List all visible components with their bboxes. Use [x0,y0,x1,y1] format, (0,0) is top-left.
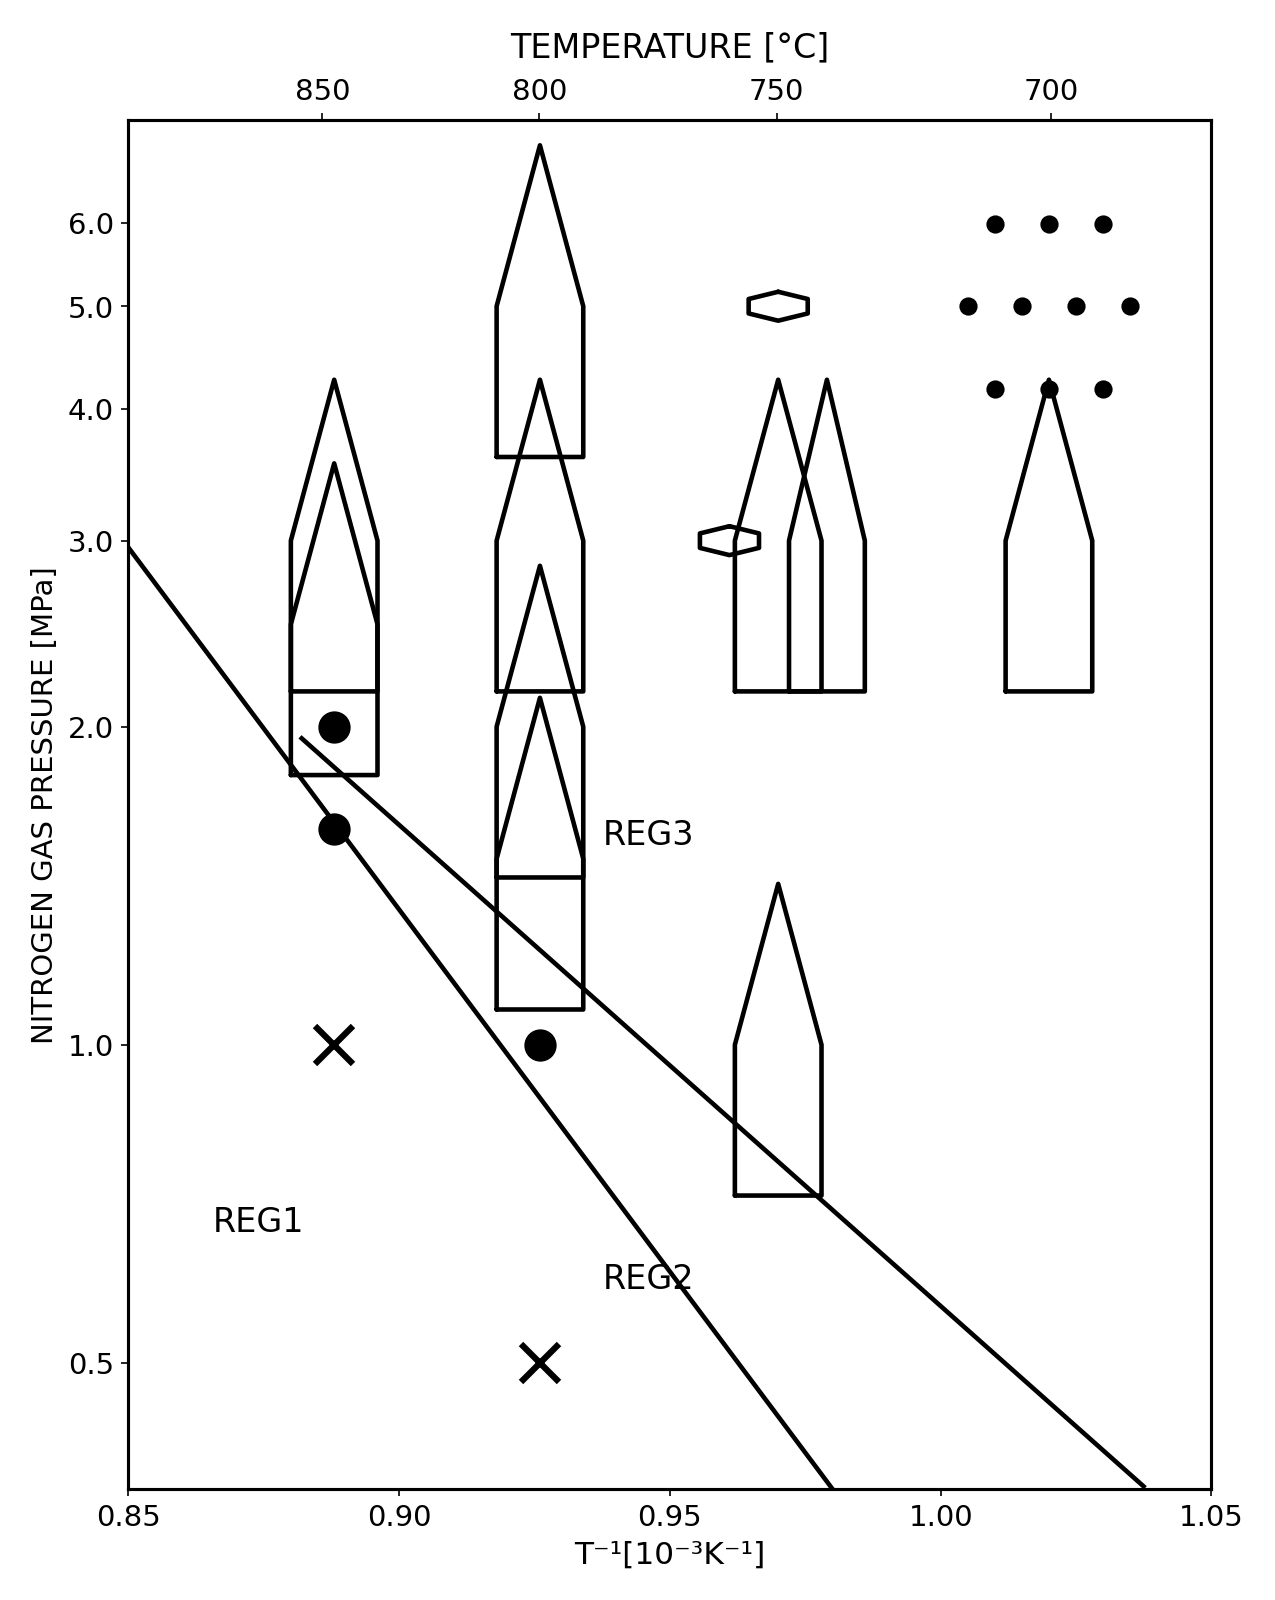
Point [1093,376,1113,402]
X-axis label: TEMPERATURE [°C]: TEMPERATURE [°C] [510,32,830,64]
Point [1039,211,1060,237]
Point [958,294,978,320]
Y-axis label: NITROGEN GAS PRESSURE [MPa]: NITROGEN GAS PRESSURE [MPa] [32,566,59,1043]
X-axis label: T⁻¹[10⁻³K⁻¹]: T⁻¹[10⁻³K⁻¹] [574,1539,765,1568]
Text: REG3: REG3 [603,819,694,851]
Point [1039,376,1060,402]
Point [1119,294,1140,320]
Text: REG2: REG2 [602,1262,694,1296]
Point [1066,294,1086,320]
Point [1011,294,1031,320]
Point [984,211,1005,237]
Point [1093,211,1113,237]
Text: REG1: REG1 [213,1205,305,1238]
Point [984,376,1005,402]
